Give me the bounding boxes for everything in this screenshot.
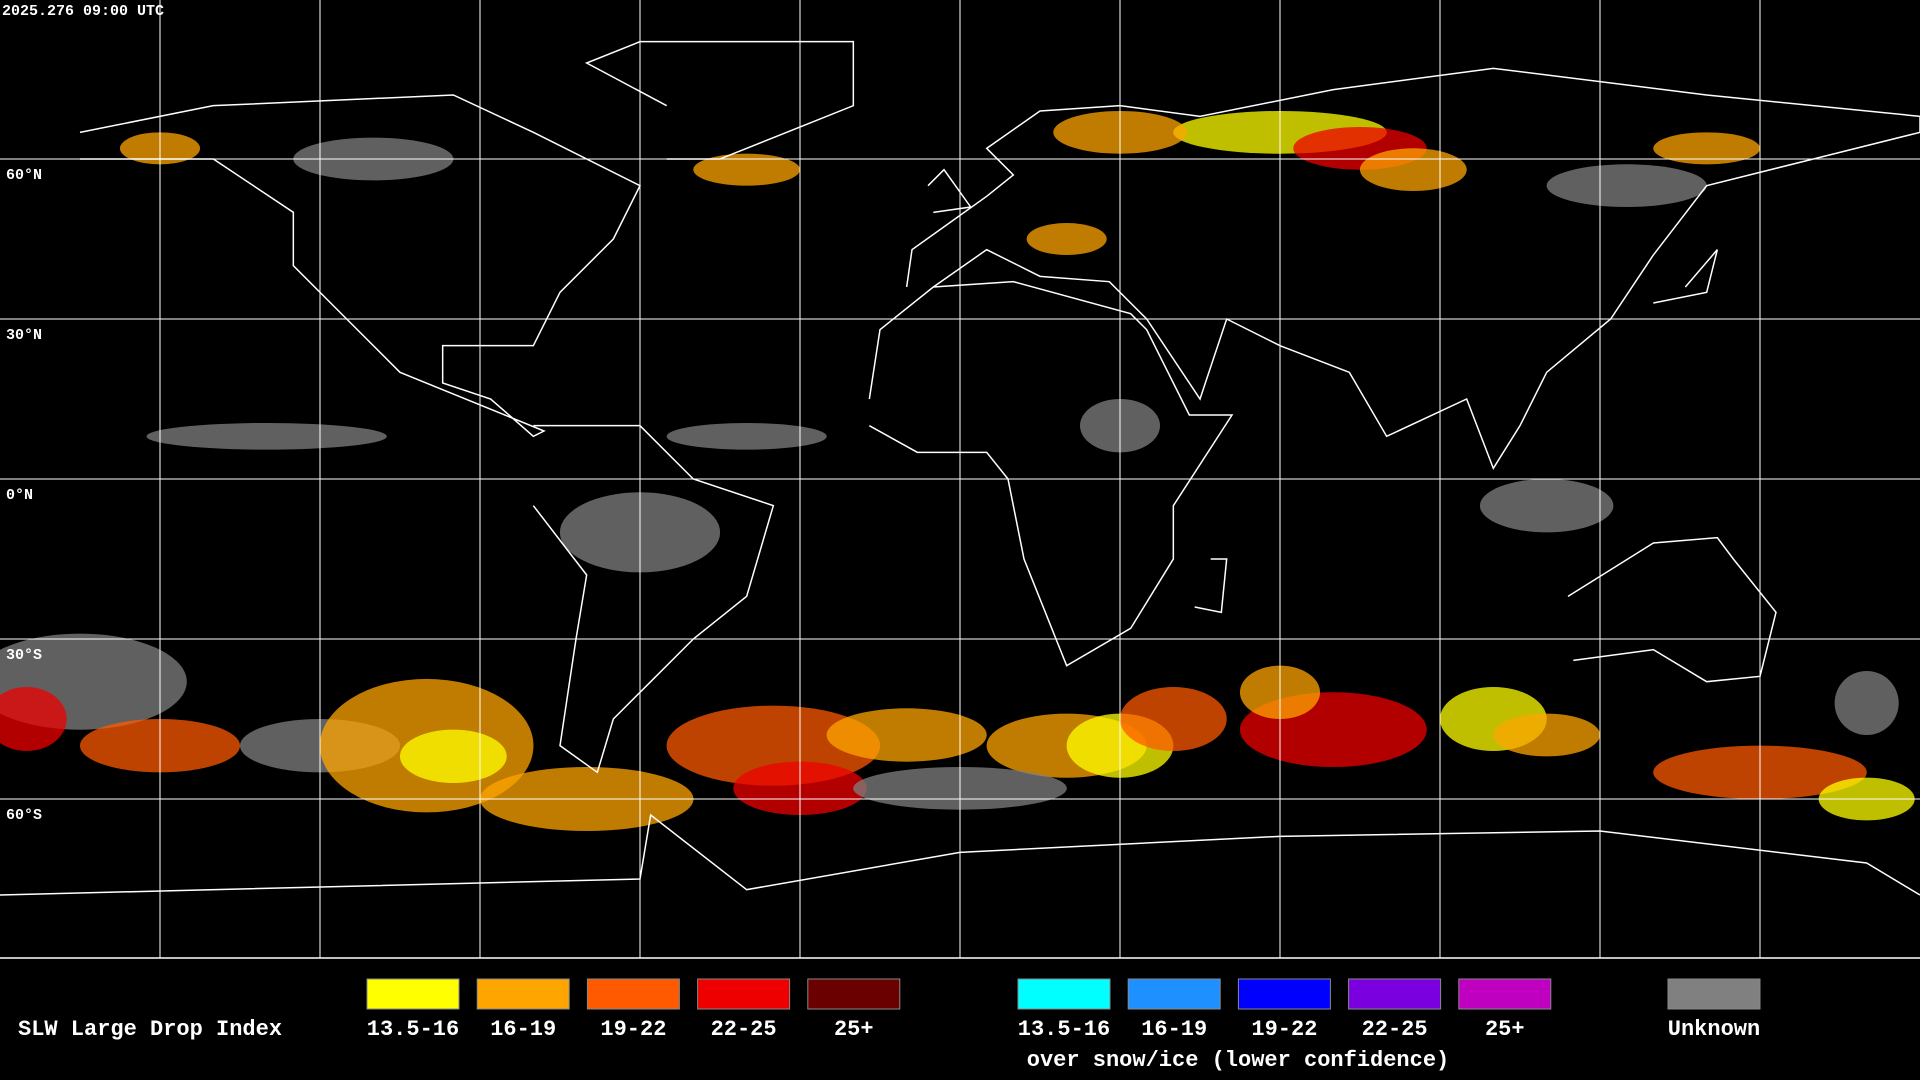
legend-swatch <box>1017 978 1111 1010</box>
coastline <box>1567 536 1777 683</box>
cloud-patch <box>1653 132 1761 165</box>
graticule: 60°N 30°N 0°N 30°S 60°S <box>0 0 1920 958</box>
lat-label: 30°S <box>6 647 42 664</box>
coastline <box>927 168 972 214</box>
legend-label: 16-19 <box>490 1017 556 1042</box>
legend-label: 13.5-16 <box>367 1017 459 1042</box>
coastline <box>868 280 1234 667</box>
legend-note: over snow/ice (lower confidence) <box>1027 1048 1449 1073</box>
legend-swatch <box>1667 978 1761 1010</box>
cloud-patch <box>1479 478 1614 533</box>
cloud-patch <box>1834 670 1899 736</box>
legend-label: 19-22 <box>1251 1017 1317 1042</box>
legend-label: 25+ <box>834 1017 874 1042</box>
coastline <box>905 67 1920 471</box>
legend-swatch <box>1127 978 1221 1010</box>
cloud-patch <box>146 422 387 450</box>
lat-label: 60°N <box>6 167 42 184</box>
legend-label: 22-25 <box>1362 1017 1428 1042</box>
legend-swatch <box>697 978 791 1010</box>
legend: SLW Large Drop Index over snow/ice (lowe… <box>18 978 1761 1073</box>
cloud-patch <box>1119 686 1227 752</box>
cloud-patch <box>826 708 987 762</box>
legend-swatch <box>366 978 460 1010</box>
cloud-patch <box>1359 148 1467 192</box>
cloud-patch <box>399 729 507 784</box>
cloud-patch <box>1026 222 1107 256</box>
lat-label: 30°N <box>6 327 42 344</box>
lat-label: 0°N <box>6 487 33 504</box>
legend-swatch <box>1348 978 1442 1010</box>
legend-swatch <box>586 978 680 1010</box>
legend-label: 25+ <box>1485 1017 1525 1042</box>
legend-label: Unknown <box>1668 1017 1760 1042</box>
legend-swatch <box>807 978 901 1010</box>
lat-label: 60°S <box>6 807 42 824</box>
legend-swatch <box>1458 978 1552 1010</box>
legend-label: 16-19 <box>1141 1017 1207 1042</box>
legend-swatch <box>1237 978 1331 1010</box>
cloud-patch <box>1493 713 1601 757</box>
cloud-patch <box>693 153 801 186</box>
timestamp: 2025.276 09:00 UTC <box>2 3 164 20</box>
cloud-patch <box>666 422 827 450</box>
legend-label: 19-22 <box>600 1017 666 1042</box>
legend-label: 13.5-16 <box>1018 1017 1110 1042</box>
coastline <box>1194 558 1228 614</box>
legend-label: 22-25 <box>711 1017 777 1042</box>
coastline <box>1653 249 1719 304</box>
coastline <box>79 94 642 438</box>
cloud-patch <box>1546 164 1707 208</box>
cloud-patch <box>0 686 67 752</box>
legend-title: SLW Large Drop Index <box>18 1017 282 1042</box>
legend-swatch <box>476 978 570 1010</box>
